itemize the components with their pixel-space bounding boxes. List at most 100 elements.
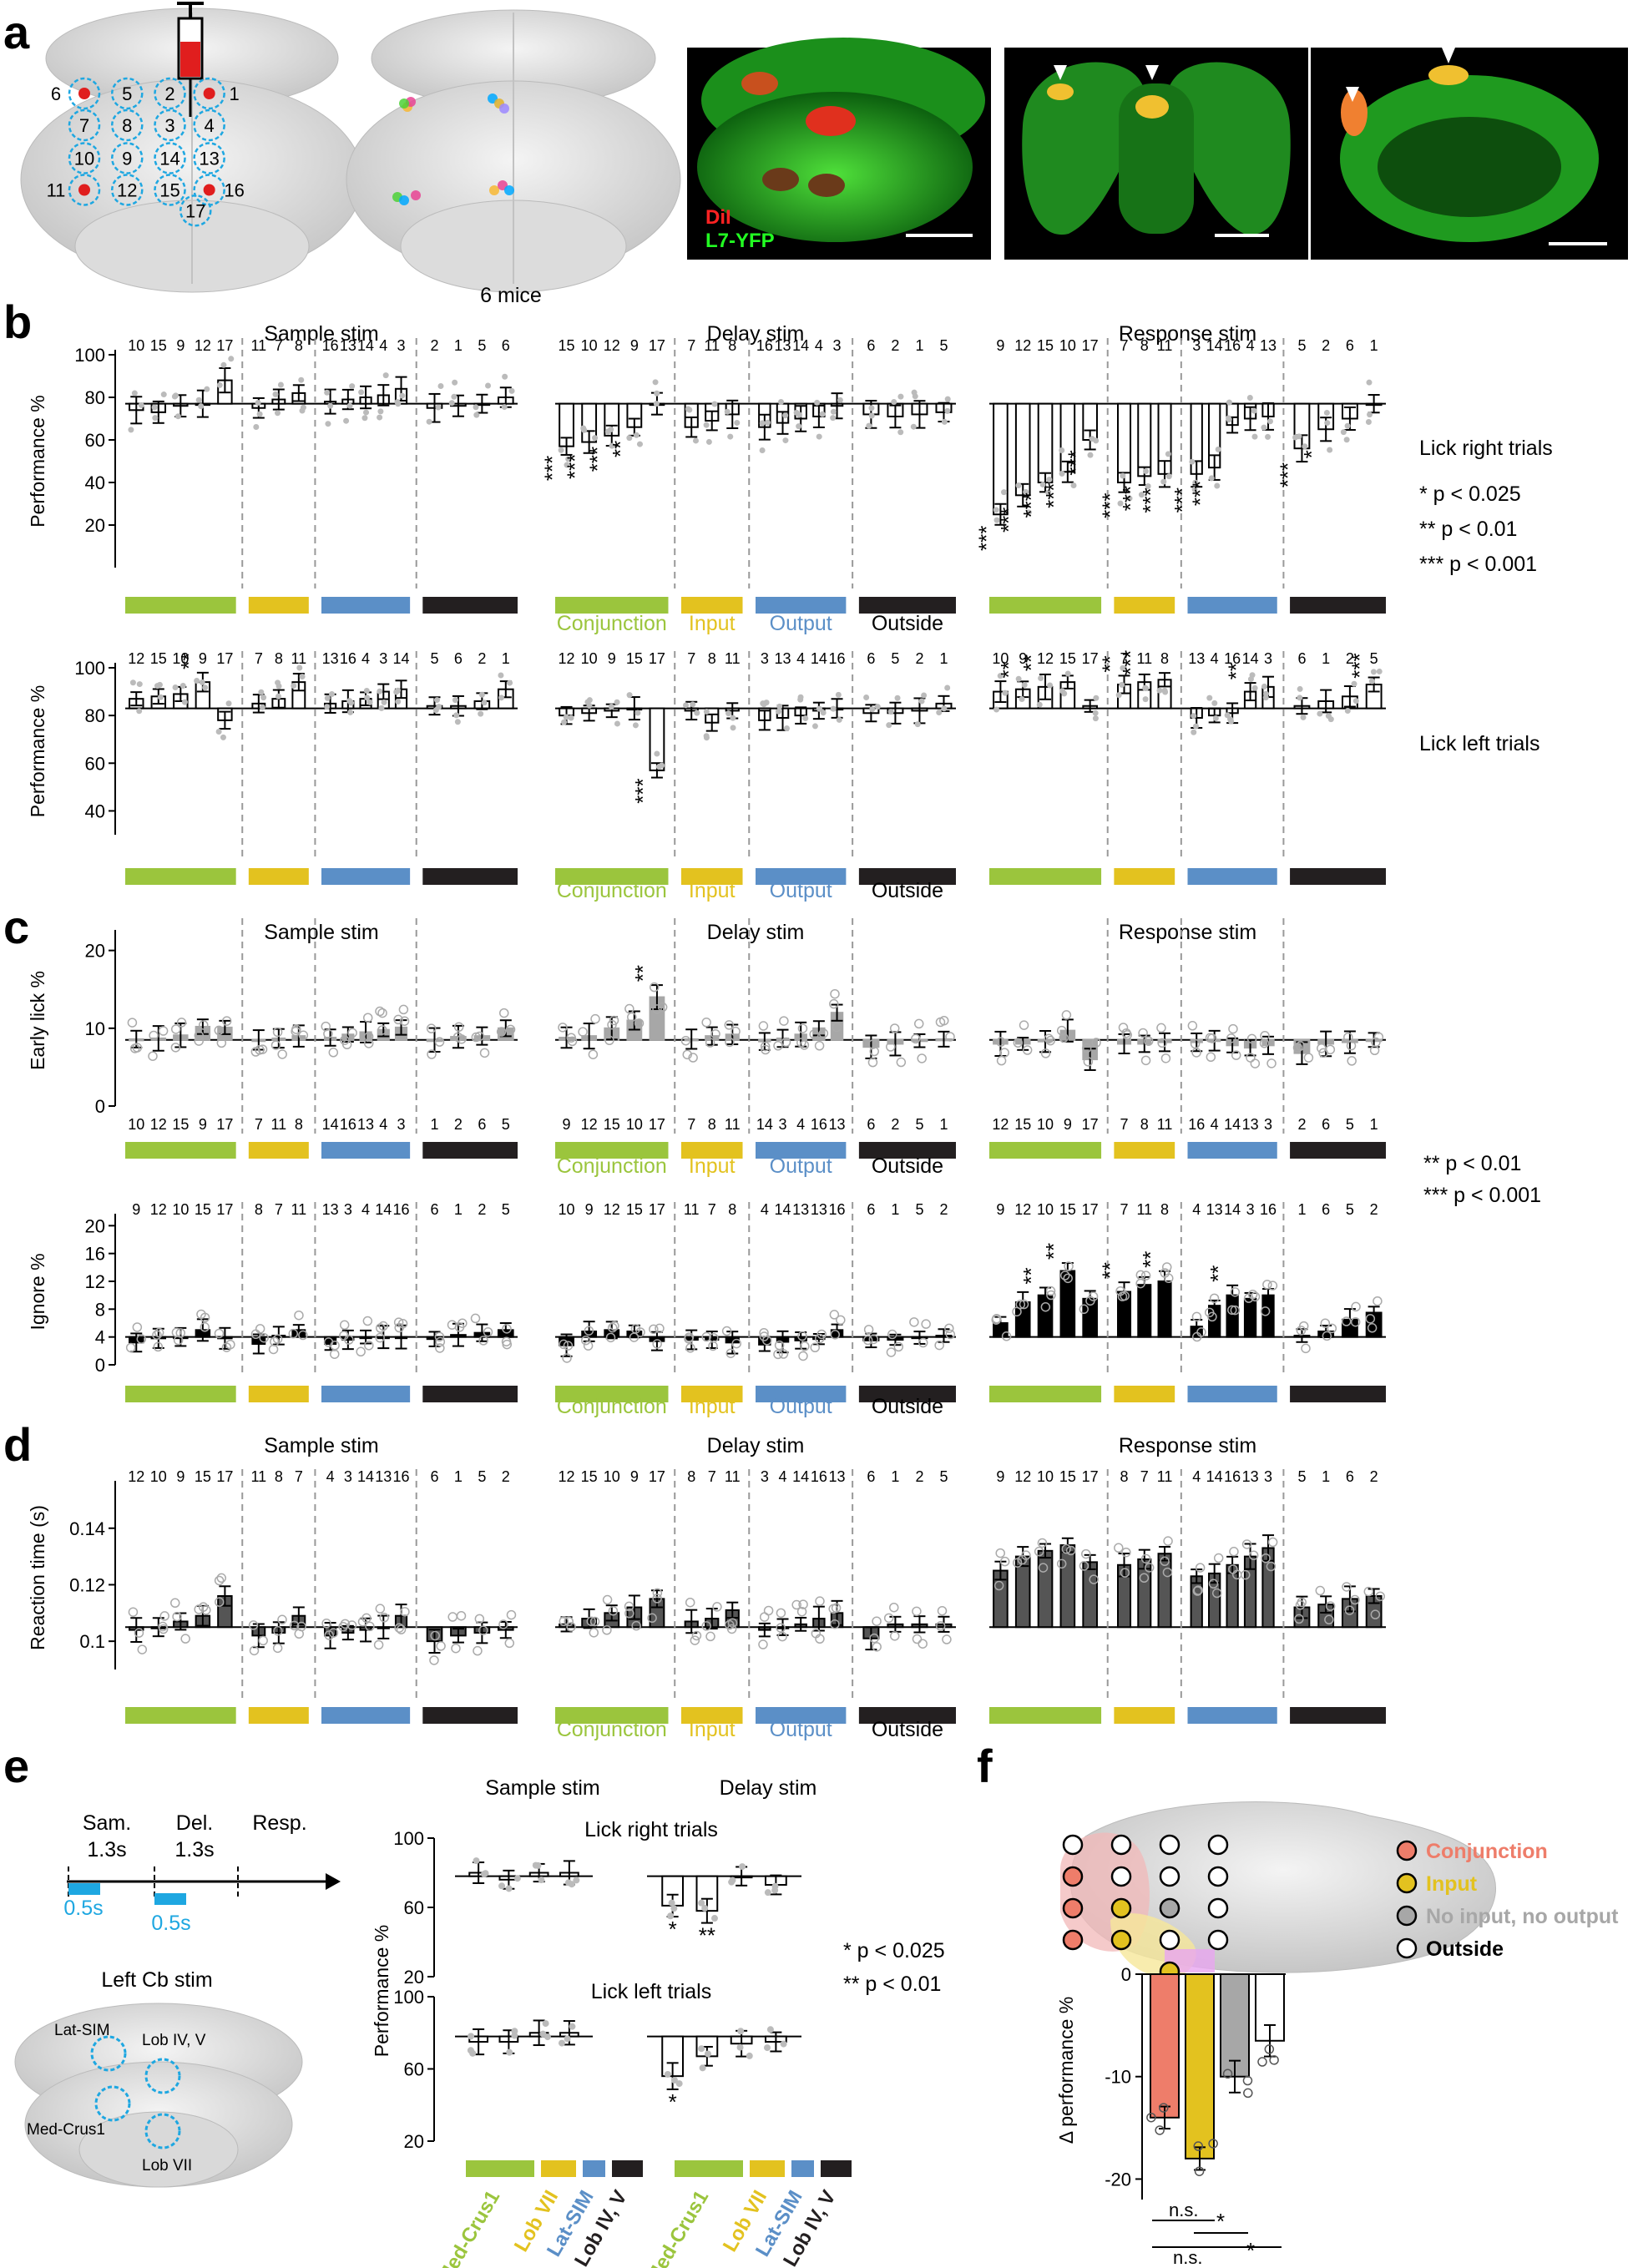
- injection-dot: [411, 190, 421, 200]
- y-tick-label: 4: [95, 1327, 105, 1348]
- site-label: 9: [132, 1201, 140, 1218]
- category-band: [750, 2160, 785, 2177]
- data-point: [427, 1049, 437, 1059]
- data-point: [941, 705, 948, 712]
- data-point: [1087, 452, 1094, 458]
- data-point: [1365, 418, 1372, 425]
- data-point: [1045, 1035, 1056, 1046]
- site-label: 3: [833, 337, 842, 354]
- site-circle: [111, 77, 144, 110]
- data-point: [1135, 1270, 1146, 1280]
- group-band: [989, 868, 1102, 885]
- significance-star: ***: [1064, 450, 1089, 475]
- site-label: 2: [939, 1201, 948, 1218]
- data-point: [1119, 681, 1125, 688]
- data-point: [705, 438, 712, 445]
- data-point: [452, 697, 458, 704]
- site-label: 11: [1157, 1116, 1173, 1133]
- group-label: Input: [689, 1395, 736, 1418]
- group-band: [1290, 1707, 1386, 1724]
- data-point: [273, 1626, 283, 1636]
- site-label: 1: [1370, 1116, 1378, 1133]
- group-label: Output: [770, 1395, 832, 1418]
- group-band: [858, 868, 956, 885]
- panel-label-b: b: [3, 295, 32, 348]
- data-point: [1162, 689, 1169, 695]
- significance-star: ***: [563, 454, 588, 479]
- site-label: 8: [1140, 1116, 1149, 1133]
- data-point: [1114, 1543, 1124, 1553]
- site-label: 17: [216, 1201, 233, 1218]
- data-point: [1126, 495, 1133, 502]
- significance-star: ***: [1188, 481, 1213, 506]
- data-point: [299, 674, 306, 680]
- site-label: 16: [1260, 1201, 1277, 1218]
- site-label: 6: [867, 337, 875, 354]
- data-point: [701, 1331, 711, 1342]
- data-point: [1300, 714, 1307, 720]
- site-label: 9: [1019, 650, 1027, 667]
- site-label: 7: [1120, 1201, 1129, 1218]
- data-point: [228, 356, 235, 362]
- data-point: [889, 1023, 900, 1033]
- group-band: [989, 1707, 1102, 1724]
- data-point: [832, 1022, 842, 1033]
- site-label: 5: [915, 1201, 923, 1218]
- significance-star: ***: [996, 508, 1021, 533]
- site-category-dot: [1110, 1866, 1132, 1887]
- site-label: 7: [1120, 1116, 1129, 1133]
- group-band: [125, 1707, 236, 1724]
- data-point: [198, 1020, 209, 1030]
- site-label: 11: [250, 337, 266, 354]
- site-label: 11: [1136, 1201, 1152, 1218]
- timeline-sam: Sam.: [83, 1811, 131, 1835]
- data-point: [458, 1318, 468, 1328]
- data-point: [1165, 451, 1171, 457]
- data-point: [796, 1038, 806, 1048]
- group-label: Outside: [872, 879, 943, 902]
- bar: [993, 402, 1009, 516]
- group-label: Output: [770, 1718, 832, 1741]
- data-point: [1194, 2166, 1205, 2176]
- data-point: [394, 1623, 404, 1633]
- site-number: 1: [230, 83, 240, 104]
- data-point: [1251, 433, 1258, 440]
- data-point: [705, 1038, 715, 1048]
- site-category-dot: [1207, 1897, 1229, 1919]
- site-number: 10: [74, 149, 94, 169]
- site-label: 8: [1140, 337, 1149, 354]
- fluorescence-image-whole: DiI L7-YFP: [687, 38, 991, 260]
- panel-labels-bcd: b c d e f: [3, 295, 993, 1792]
- data-point: [225, 700, 232, 707]
- data-point: [918, 1639, 928, 1649]
- significance-star: ***: [540, 456, 565, 481]
- site-number: 17: [185, 200, 205, 221]
- data-point: [437, 382, 444, 389]
- data-point: [378, 1321, 388, 1331]
- data-point: [1292, 434, 1299, 441]
- group-label: Outside: [872, 1718, 943, 1741]
- y-axis-label: Performance %: [27, 395, 48, 528]
- data-point: [1140, 1553, 1151, 1564]
- site-circle: [154, 174, 186, 206]
- data-point: [799, 1040, 810, 1050]
- group-band: [321, 1707, 411, 1724]
- site-label: 15: [626, 650, 643, 667]
- significance-star: **: [996, 661, 1021, 678]
- data-point: [170, 1024, 181, 1034]
- data-point: [344, 1335, 354, 1345]
- site-label: 10: [128, 337, 144, 354]
- data-point: [1370, 1609, 1381, 1619]
- data-point: [914, 721, 921, 728]
- data-point: [703, 422, 710, 428]
- data-point: [710, 1915, 718, 1922]
- bar: [1059, 1270, 1076, 1338]
- site-label: 12: [992, 1116, 1009, 1133]
- legend-c-2: *** p < 0.001: [1423, 1184, 1541, 1207]
- data-point: [1093, 437, 1100, 444]
- group-band: [756, 1142, 847, 1159]
- data-point: [343, 417, 350, 424]
- data-point: [739, 1863, 746, 1871]
- data-point: [1213, 1553, 1224, 1563]
